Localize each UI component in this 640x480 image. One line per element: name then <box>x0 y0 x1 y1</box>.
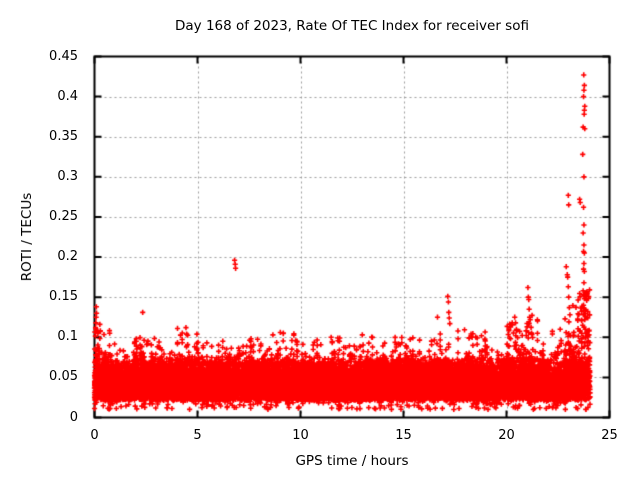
x-tick-label: 0 <box>90 428 99 443</box>
y-tick-label: 0.35 <box>49 128 78 144</box>
y-tick-label: 0.45 <box>49 48 78 64</box>
x-axis-label: GPS time / hours <box>295 453 409 469</box>
x-tick-label: 25 <box>601 428 618 443</box>
y-tick-label: 0.05 <box>49 369 78 385</box>
y-axis-label: ROTI / TECUs <box>19 192 35 282</box>
x-tick-label: 10 <box>292 428 309 443</box>
y-tick-label: 0.25 <box>49 208 78 224</box>
x-tick-label: 20 <box>498 428 515 443</box>
x-tick-label: 15 <box>395 428 412 443</box>
x-tick-label: 5 <box>193 428 202 443</box>
chart-title: Day 168 of 2023, Rate Of TEC Index for r… <box>175 18 529 34</box>
y-tick-label: 0 <box>69 409 78 425</box>
y-tick-label: 0.3 <box>57 168 78 184</box>
y-tick-label: 0.2 <box>57 249 78 265</box>
y-tick-label: 0.4 <box>57 88 78 104</box>
y-tick-label: 0.1 <box>57 329 78 345</box>
y-tick-label: 0.15 <box>49 289 78 305</box>
